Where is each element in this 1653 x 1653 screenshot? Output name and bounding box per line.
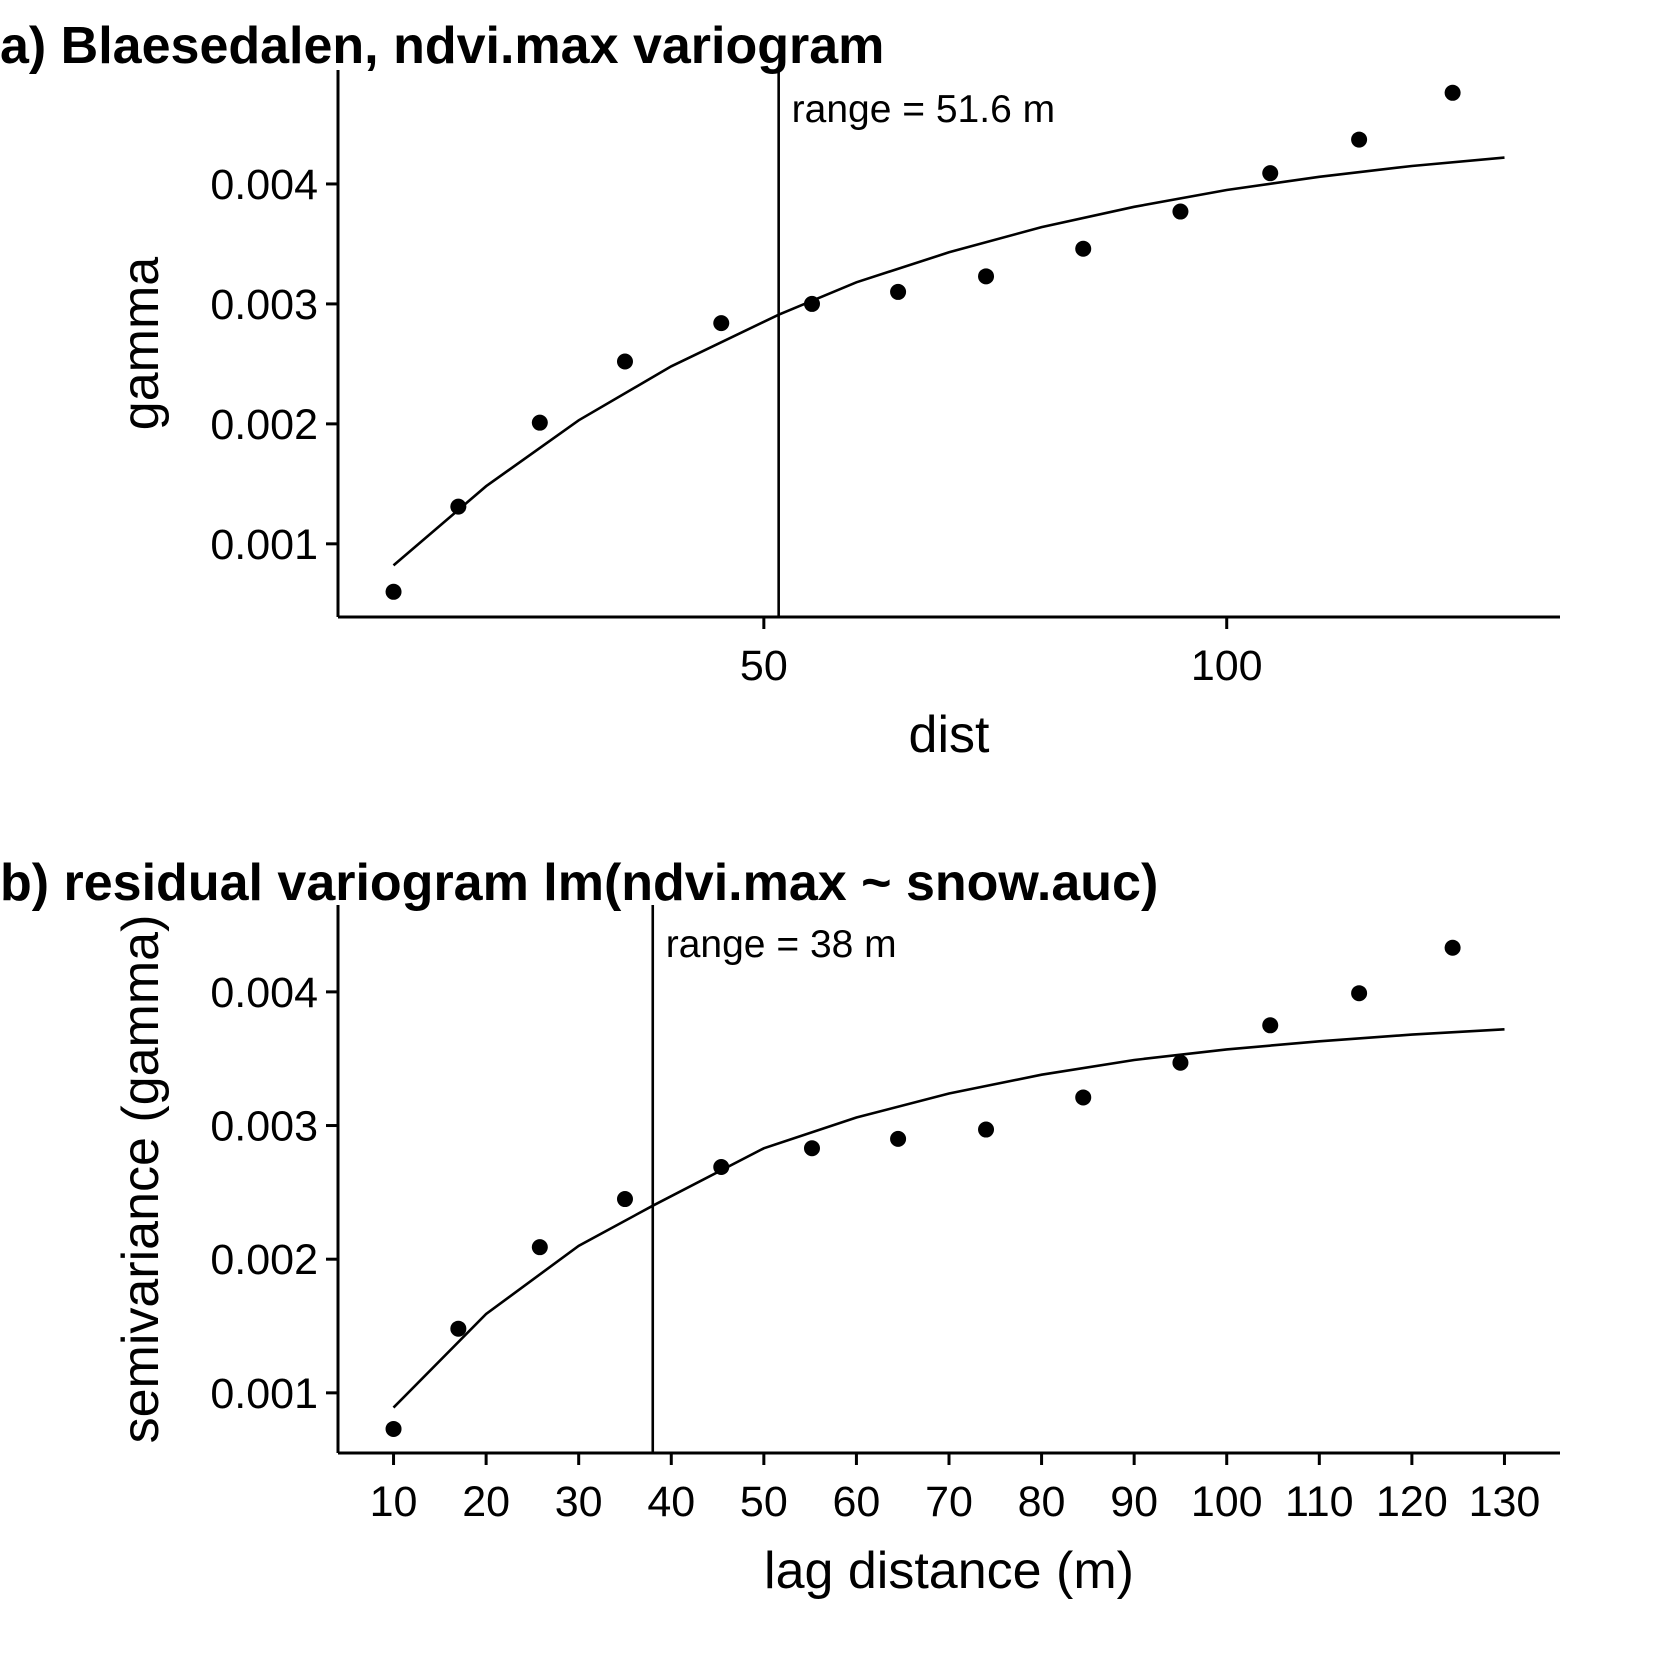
variogram-point — [1444, 84, 1461, 101]
x-tick-label: 100 — [1191, 1478, 1263, 1526]
panel-title: b) residual variogram lm(ndvi.max ~ snow… — [0, 854, 1158, 912]
variogram-point — [713, 315, 730, 332]
y-axis-label: semivariance (gamma) — [112, 915, 170, 1444]
y-tick-label: 0.003 — [210, 1103, 318, 1151]
panel-title: a) Blaesedalen, ndvi.max variogram — [0, 17, 884, 75]
variogram-point — [1075, 240, 1092, 257]
x-tick-label: 50 — [740, 642, 788, 690]
fitted-variogram-line — [392, 156, 1505, 567]
variogram-point — [1351, 131, 1368, 148]
x-tick-label: 60 — [833, 1478, 881, 1526]
y-tick-label: 0.001 — [210, 1370, 318, 1418]
variogram-point — [1262, 165, 1279, 182]
x-tick-label: 70 — [925, 1478, 973, 1526]
variogram-point — [713, 1158, 730, 1175]
panel-a-variogram: 0.001 0.002 0.003 0.004 50 100 dist gamma range … — [0, 17, 1560, 764]
variogram-point — [1444, 939, 1461, 956]
x-tick-label: 10 — [370, 1478, 418, 1526]
range-annotation: range = 51.6 m — [792, 88, 1055, 131]
y-tick-label: 0.002 — [210, 1236, 318, 1284]
x-axis-label: dist — [909, 706, 990, 764]
x-tick-label: 80 — [1018, 1478, 1066, 1526]
range-annotation: range = 38 m — [666, 923, 897, 966]
x-tick-label: 20 — [462, 1478, 510, 1526]
x-tick-label: 100 — [1191, 642, 1263, 690]
x-tick-label: 120 — [1376, 1478, 1448, 1526]
y-tick-label: 0.004 — [210, 969, 318, 1017]
y-axis-label: gamma — [112, 257, 170, 430]
x-tick-label: 40 — [647, 1478, 695, 1526]
variogram-point — [1075, 1089, 1092, 1106]
variogram-point — [890, 1130, 907, 1147]
variogram-point — [890, 283, 907, 300]
variogram-point — [1172, 203, 1189, 220]
x-tick-label: 110 — [1285, 1478, 1354, 1526]
x-tick-label: 30 — [555, 1478, 603, 1526]
variogram-point — [385, 583, 402, 600]
y-tick-label: 0.003 — [210, 281, 318, 329]
variogram-point — [978, 1121, 995, 1138]
variogram-point — [616, 1191, 633, 1208]
variogram-point — [531, 414, 548, 431]
y-tick-label: 0.001 — [210, 521, 318, 569]
panel-b-residual-variogram: 0.001 0.002 0.003 0.004 10 20 30 40 50 60 70 80 90 10… — [0, 854, 1560, 1600]
variogram-point — [803, 1140, 820, 1157]
variogram-point — [450, 1320, 467, 1337]
variogram-point — [978, 268, 995, 285]
variogram-point — [450, 498, 467, 515]
variogram-point — [385, 1420, 402, 1437]
variogram-point — [616, 353, 633, 370]
x-tick-label: 130 — [1469, 1478, 1541, 1526]
x-tick-label: 50 — [740, 1478, 788, 1526]
variogram-point — [531, 1239, 548, 1256]
variogram-point — [1262, 1017, 1279, 1034]
y-tick-label: 0.002 — [210, 401, 318, 449]
variogram-point — [803, 295, 820, 312]
y-tick-label: 0.004 — [210, 161, 318, 209]
fitted-variogram-line — [392, 1028, 1505, 1409]
variogram-point — [1351, 985, 1368, 1002]
x-axis-label: lag distance (m) — [764, 1542, 1134, 1600]
variogram-point — [1172, 1054, 1189, 1071]
x-tick-label: 90 — [1110, 1478, 1158, 1526]
